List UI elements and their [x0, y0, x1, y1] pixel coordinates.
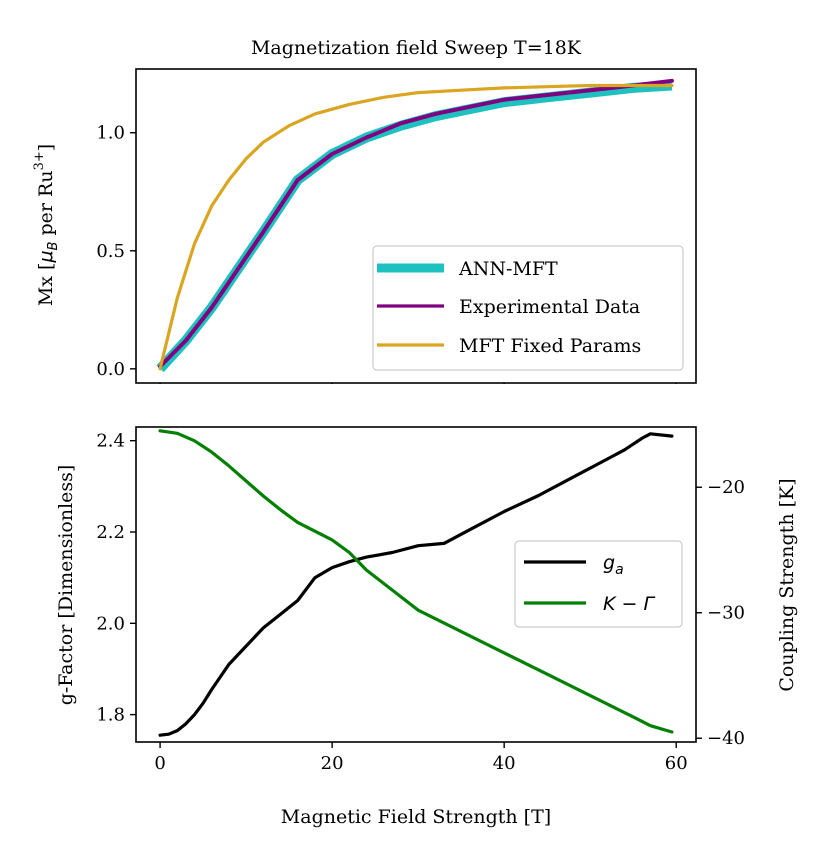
y-axis-label: Mx [μB per Ru3+]	[32, 144, 61, 306]
y2-tick-label: −40	[707, 728, 745, 749]
y-tick-label: 0.5	[96, 241, 125, 262]
y-label-mu: μ	[35, 250, 57, 263]
legend-label-mft-fixed: MFT Fixed Params	[459, 335, 641, 357]
y-axis-label-left: g-Factor [Dimensionless]	[55, 465, 77, 706]
legend-label-k-gamma: K − Γ	[603, 593, 655, 615]
series-line-experimental-data	[158, 78, 674, 369]
legend-frame	[372, 245, 684, 371]
legend-label-ann-mft: ANN-MFT	[458, 258, 558, 280]
y-tick-label: 2.4	[96, 431, 125, 452]
legend-label-experimental: Experimental Data	[459, 296, 640, 318]
x-tick-label: 60	[665, 753, 688, 774]
axis-ticks: 0.0 0.5 1.0	[96, 123, 677, 384]
y-label-suffix: ]	[35, 144, 57, 151]
g-factor-coupling-chart: g-Factor [Dimensionless] Coupling Streng…	[55, 426, 798, 828]
y-label-mu-sub: B	[46, 241, 61, 250]
series-lines	[156, 78, 674, 373]
legend: ga K − Γ	[514, 540, 683, 628]
y-tick-label: 1.0	[96, 123, 125, 144]
series-line-mft-fixed-params	[158, 83, 674, 371]
axis-ticks: 1.8 2.0 2.2 2.4 −40 −30 −20 0 20 40 60	[96, 431, 745, 774]
x-tick-label: 40	[493, 753, 516, 774]
y-tick-label: 1.8	[96, 705, 125, 726]
y-label-sup: 3+	[32, 151, 47, 170]
y-label-mid: per Ru	[35, 170, 57, 241]
svg-text:Mx [μB per Ru3+]: Mx [μB per Ru3+]	[32, 144, 61, 306]
series-line-g-a	[158, 432, 674, 737]
legend-frame	[514, 540, 683, 628]
legend-g: g	[603, 552, 615, 574]
y2-tick-label: −30	[707, 603, 745, 624]
x-axis-label: Magnetic Field Strength [T]	[281, 806, 551, 828]
plot-frame	[135, 426, 697, 743]
legend: ANN-MFT Experimental Data MFT Fixed Para…	[372, 245, 684, 371]
y-tick-label: 2.0	[96, 613, 125, 634]
x-tick-label: 20	[321, 753, 344, 774]
y-axis-label-right: Coupling Strength [K]	[776, 478, 798, 691]
chart-title: Magnetization field Sweep T=18K	[251, 37, 582, 59]
x-tick-label: 0	[154, 753, 165, 774]
y-label-prefix: Mx [	[35, 263, 57, 307]
series-lines	[158, 429, 674, 737]
magnetization-chart: Magnetization field Sweep T=18K Mx [μB p…	[32, 37, 697, 384]
series-line-k-gamma	[158, 429, 674, 734]
y-tick-label: 2.2	[96, 522, 125, 543]
legend-label-g-a: ga	[603, 552, 624, 578]
y2-tick-label: −20	[707, 477, 745, 498]
plot-frame	[135, 68, 697, 384]
legend-g-sub: a	[615, 562, 624, 578]
y-tick-label: 0.0	[96, 359, 125, 380]
